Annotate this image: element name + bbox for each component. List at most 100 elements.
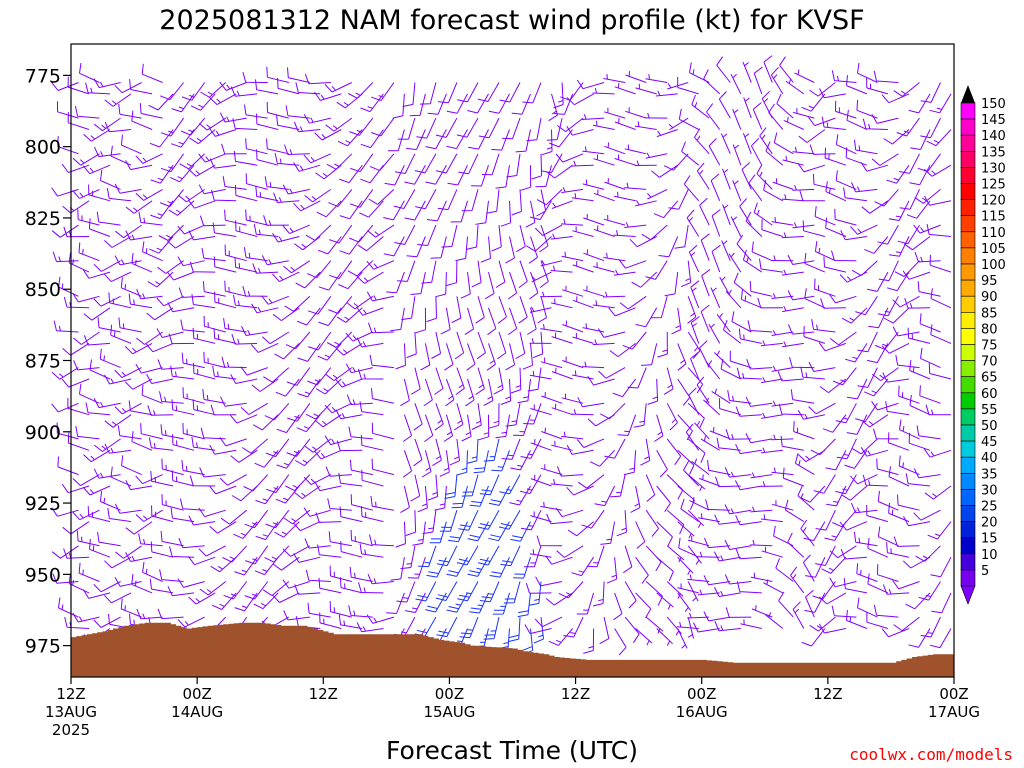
wind-barb — [614, 628, 627, 656]
wind-barb — [107, 508, 132, 523]
wind-barb — [409, 93, 426, 117]
wind-barb — [191, 436, 216, 451]
wind-barb — [294, 584, 321, 595]
wind-barb — [719, 276, 731, 297]
wind-barb — [400, 378, 410, 407]
wind-barb — [510, 367, 522, 394]
wind-barb — [783, 116, 805, 130]
wind-barb — [647, 188, 668, 200]
wind-barb — [93, 581, 121, 593]
wind-barb — [436, 616, 458, 638]
wind-barb — [427, 93, 447, 115]
wind-barb — [722, 168, 731, 190]
wind-barb — [149, 236, 174, 254]
wind-barb — [800, 519, 815, 547]
wind-barb — [361, 469, 384, 487]
wind-barb — [530, 474, 552, 487]
wind-barb — [687, 296, 697, 324]
wind-barb — [432, 438, 442, 467]
wind-barb — [495, 165, 510, 189]
wind-barb — [844, 343, 868, 363]
y-tick-label: 950 — [25, 564, 61, 586]
wind-barb — [209, 521, 237, 534]
wind-barb — [927, 521, 952, 540]
wind-barb — [148, 93, 174, 111]
colorbar-label: 85 — [981, 306, 998, 321]
wind-barb — [614, 82, 636, 95]
wind-barb — [296, 414, 321, 433]
wind-barb — [808, 361, 836, 372]
wind-barb — [815, 545, 836, 566]
wind-barb — [318, 307, 342, 327]
wind-barb — [798, 129, 826, 143]
wind-barb — [593, 154, 615, 166]
wind-barb — [434, 367, 444, 395]
wind-barb — [782, 155, 804, 166]
wind-barb — [699, 197, 710, 226]
wind-barb — [182, 387, 205, 404]
wind-barb — [831, 250, 857, 262]
wind-barb — [746, 359, 773, 370]
wind-barb — [287, 403, 311, 422]
wind-barb — [417, 485, 428, 513]
wind-barb — [893, 82, 920, 97]
wind-barb — [803, 521, 826, 542]
wind-barb — [455, 236, 468, 262]
wind-barb — [89, 538, 111, 558]
wind-barb — [456, 450, 468, 476]
wind-barb — [402, 82, 416, 107]
wind-barb — [254, 449, 279, 468]
wind-barb — [714, 586, 741, 597]
wind-barb — [797, 409, 826, 420]
wind-barb — [730, 73, 742, 95]
wind-barb — [525, 200, 536, 228]
wind-barb — [338, 614, 363, 629]
wind-barb — [161, 458, 184, 476]
wind-barb — [483, 378, 494, 406]
wind-barb — [484, 271, 495, 300]
wind-barb — [715, 476, 741, 488]
colorbar-label: 95 — [981, 274, 998, 289]
wind-barb — [871, 401, 899, 411]
wind-barb — [647, 378, 659, 405]
wind-barb — [498, 509, 521, 530]
wind-barb — [284, 295, 311, 312]
wind-barb — [899, 153, 920, 174]
wind-barb — [561, 393, 584, 404]
wind-barb — [72, 509, 100, 521]
wind-barb — [103, 592, 132, 604]
wind-barb — [499, 474, 521, 495]
wind-barb — [103, 271, 132, 283]
wind-barb — [243, 247, 268, 262]
wind-barb — [789, 357, 815, 369]
colorbar-label: 45 — [981, 435, 998, 450]
wind-barb — [199, 215, 226, 227]
wind-barb — [536, 189, 547, 217]
wind-barb — [78, 242, 100, 262]
wind-barb — [339, 577, 363, 594]
wind-barb — [708, 323, 721, 344]
wind-barb — [887, 432, 910, 451]
wind-barb — [818, 342, 847, 352]
wind-barb — [529, 549, 552, 558]
wind-barb — [902, 270, 931, 280]
wind-barb — [691, 458, 710, 475]
wind-barb — [722, 320, 742, 344]
wind-barb — [479, 581, 500, 603]
wind-barb — [709, 427, 731, 440]
wind-barb — [895, 354, 920, 369]
wind-barb — [166, 271, 195, 281]
wind-barb — [663, 367, 674, 395]
wind-barb — [286, 367, 311, 386]
wind-barb — [782, 467, 804, 487]
wind-barb — [522, 82, 542, 104]
wind-barb — [169, 164, 195, 183]
wind-barb — [653, 200, 679, 219]
wind-barb — [866, 611, 889, 629]
wind-barb — [505, 343, 516, 371]
wind-barb — [371, 422, 395, 440]
wind-barb — [178, 287, 205, 298]
wind-barb — [198, 507, 226, 518]
wind-barb — [923, 448, 952, 458]
wind-barb — [460, 272, 471, 299]
